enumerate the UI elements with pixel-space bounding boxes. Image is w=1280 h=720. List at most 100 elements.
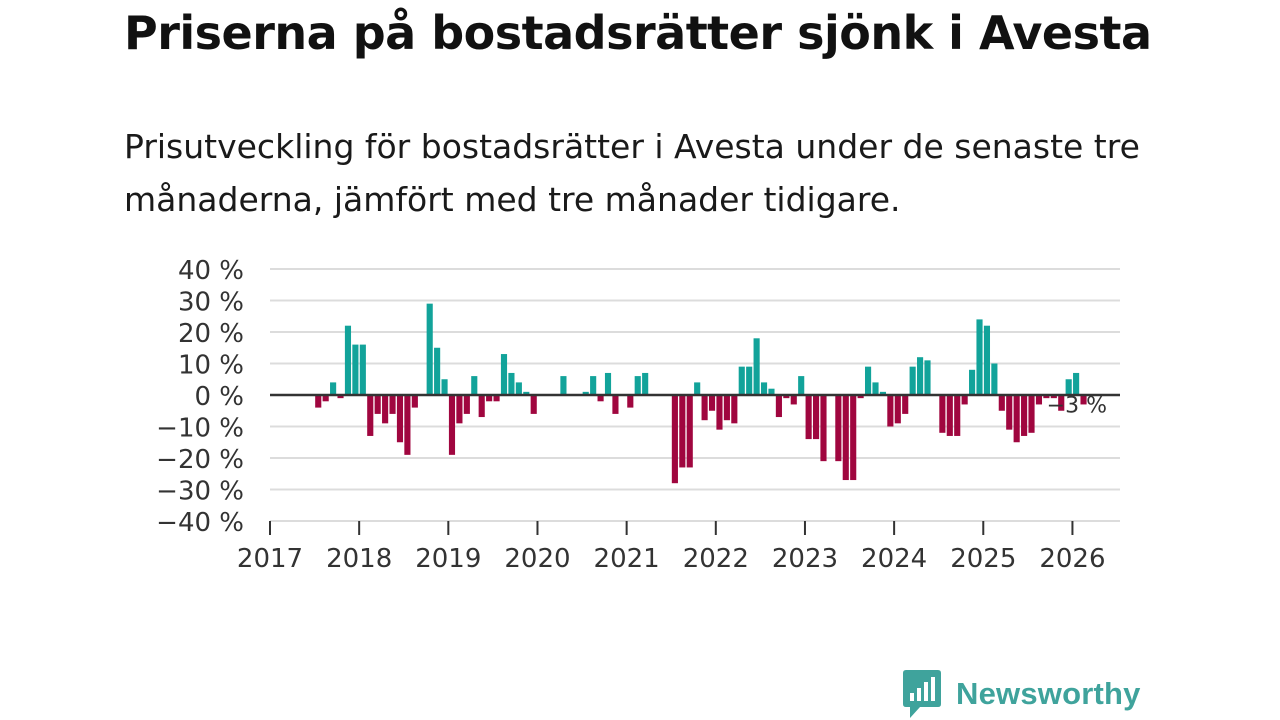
bar <box>768 388 775 395</box>
bar <box>917 357 924 395</box>
bar <box>1058 395 1065 411</box>
bar <box>991 363 998 395</box>
bar <box>530 395 537 414</box>
bar <box>604 372 612 395</box>
x-tick-label: 2025 <box>950 544 1016 574</box>
y-tick-label: 10 % <box>178 351 244 381</box>
bar <box>411 395 418 408</box>
x-axis: 2017 2018 2019 2020 2021 2022 2023 2024 2025 2026 <box>237 521 1106 574</box>
bar <box>1006 395 1013 430</box>
bar <box>478 395 485 418</box>
bar <box>404 395 411 455</box>
bar <box>865 366 872 395</box>
bar <box>694 382 701 395</box>
newsworthy-logo-icon <box>903 670 941 718</box>
x-tick-label: 2024 <box>861 544 927 574</box>
bar <box>723 395 730 421</box>
bar <box>597 395 604 402</box>
bars <box>315 303 1087 484</box>
bar <box>887 395 894 427</box>
bar <box>679 395 686 468</box>
x-tick-label: 2017 <box>237 544 303 574</box>
bar <box>798 376 805 395</box>
bar <box>315 395 322 408</box>
bar <box>352 344 359 395</box>
bar <box>322 395 329 402</box>
y-tick-label: −10 % <box>156 414 244 444</box>
bar <box>382 395 389 424</box>
bar <box>850 395 857 481</box>
bar <box>508 372 515 395</box>
bar <box>835 395 842 462</box>
y-axis-labels: 40 %30 %20 %10 %0 %−10 %−20 %−30 %−40 % <box>156 256 244 538</box>
bar <box>389 395 396 414</box>
bar <box>612 395 619 414</box>
bar <box>1080 395 1087 405</box>
bar <box>471 376 478 395</box>
bar <box>456 395 463 424</box>
bar <box>820 395 827 462</box>
bar <box>894 395 901 424</box>
y-tick-label: 30 % <box>178 288 244 318</box>
bar <box>396 395 404 443</box>
bar <box>716 395 723 430</box>
bar <box>1043 395 1050 399</box>
x-tick-label: 2026 <box>1039 544 1105 574</box>
bar <box>486 395 493 402</box>
bar <box>493 395 500 402</box>
bar <box>954 395 961 436</box>
bar <box>731 395 738 424</box>
bar <box>426 303 433 395</box>
bar <box>708 395 716 411</box>
y-tick-label: −20 % <box>156 445 244 475</box>
bar <box>337 395 344 399</box>
bar <box>590 376 597 395</box>
bar <box>1013 395 1020 443</box>
x-tick-label: 2021 <box>594 544 660 574</box>
x-tick-label: 2022 <box>683 544 749 574</box>
y-tick-label: 0 % <box>194 382 244 412</box>
bar <box>701 395 708 421</box>
bar <box>344 325 352 395</box>
bar <box>523 391 530 395</box>
bar <box>909 366 916 395</box>
bar <box>560 376 567 395</box>
bar <box>983 325 991 395</box>
bar <box>746 366 753 395</box>
bar <box>924 360 931 395</box>
bar <box>775 395 782 418</box>
y-tick-label: −40 % <box>156 508 244 538</box>
x-tick-label: 2018 <box>326 544 392 574</box>
bar <box>857 395 864 399</box>
bar <box>642 372 649 395</box>
bar <box>1021 395 1028 436</box>
bar <box>1073 372 1080 395</box>
bar <box>441 379 448 395</box>
bar <box>961 395 968 405</box>
bar <box>634 376 641 395</box>
bar <box>790 395 797 405</box>
last-value-label: −3 % <box>1047 393 1107 418</box>
bar <box>1035 395 1043 405</box>
bar <box>686 395 693 468</box>
y-tick-label: 20 % <box>178 319 244 349</box>
bar <box>805 395 812 440</box>
y-tick-label: 40 % <box>178 256 244 286</box>
bar <box>671 395 678 484</box>
bar <box>738 366 745 395</box>
bar <box>879 391 886 395</box>
bar <box>902 395 909 414</box>
bar <box>872 382 879 395</box>
x-tick-label: 2020 <box>504 544 570 574</box>
newsworthy-logo: Newsworthy <box>902 668 1141 720</box>
y-tick-label: −30 % <box>156 477 244 507</box>
x-tick-label: 2023 <box>772 544 838 574</box>
bar <box>969 369 976 395</box>
bar <box>1065 379 1072 395</box>
bar <box>783 395 790 399</box>
bar <box>359 344 366 395</box>
bar <box>1028 395 1035 433</box>
bar <box>434 347 441 395</box>
bar <box>582 391 589 395</box>
